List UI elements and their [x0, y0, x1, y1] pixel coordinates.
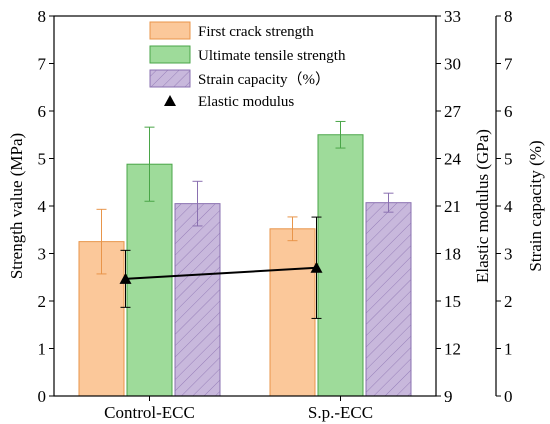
right1-tick-label: 18	[444, 245, 461, 264]
axes: 01234567891215182124273033012345678Contr…	[7, 7, 545, 422]
right1-tick-label: 9	[444, 387, 453, 406]
elastic-marker-0	[119, 272, 132, 284]
right2-tick-label: 5	[504, 150, 513, 169]
left-tick-label: 2	[38, 292, 47, 311]
right2-tick-label: 6	[504, 102, 513, 121]
right2-tick-label: 7	[504, 55, 513, 74]
bar-2-1	[365, 202, 412, 397]
right1-tick-label: 24	[444, 150, 462, 169]
right2-tick-label: 4	[504, 197, 513, 216]
legend: First crack strength Ultimate tensile str…	[149, 21, 346, 110]
legend-label-1: Ultimate tensile strength	[198, 48, 346, 64]
left-axis-title: Strength value (MPa)	[7, 133, 26, 279]
plot-area	[78, 120, 412, 397]
right1-tick-label: 33	[444, 7, 461, 26]
legend-label-2: Strain capacity（%）	[198, 71, 330, 88]
left-tick-label: 1	[38, 340, 47, 359]
bar-2-0	[174, 203, 221, 397]
right2-tick-label: 1	[504, 340, 513, 359]
right2-axis-title: Strain capacity (%)	[526, 140, 545, 271]
legend-swatch-1	[149, 45, 191, 64]
left-tick-label: 6	[38, 102, 47, 121]
right2-tick-label: 3	[504, 245, 513, 264]
right1-tick-label: 12	[444, 340, 461, 359]
right2-tick-label: 0	[504, 387, 513, 406]
right2-tick-label: 2	[504, 292, 513, 311]
right1-tick-label: 21	[444, 197, 461, 216]
right1-tick-label: 27	[444, 102, 462, 121]
right2-tick-label: 8	[504, 7, 513, 26]
legend-marker-elastic	[164, 95, 176, 106]
category-label: S.p.-ECC	[308, 403, 373, 422]
bar-1-1	[317, 134, 364, 397]
category-label: Control-ECC	[104, 403, 195, 422]
right1-tick-label: 15	[444, 292, 461, 311]
elastic-modulus-line	[125, 266, 317, 280]
left-tick-label: 8	[38, 7, 47, 26]
bar-0-1	[269, 228, 316, 397]
elastic-marker-1	[310, 261, 323, 273]
left-tick-label: 5	[38, 150, 47, 169]
legend-swatch-0	[149, 21, 191, 40]
legend-label-elastic: Elastic modulus	[198, 94, 294, 110]
left-tick-label: 3	[38, 245, 47, 264]
left-tick-label: 0	[38, 387, 47, 406]
right1-tick-label: 30	[444, 55, 461, 74]
right1-axis-title: Elastic modulus (GPa)	[473, 129, 492, 283]
left-tick-label: 7	[38, 55, 47, 74]
left-tick-label: 4	[38, 197, 47, 216]
legend-swatch-2	[149, 69, 191, 88]
legend-label-0: First crack strength	[198, 24, 314, 40]
